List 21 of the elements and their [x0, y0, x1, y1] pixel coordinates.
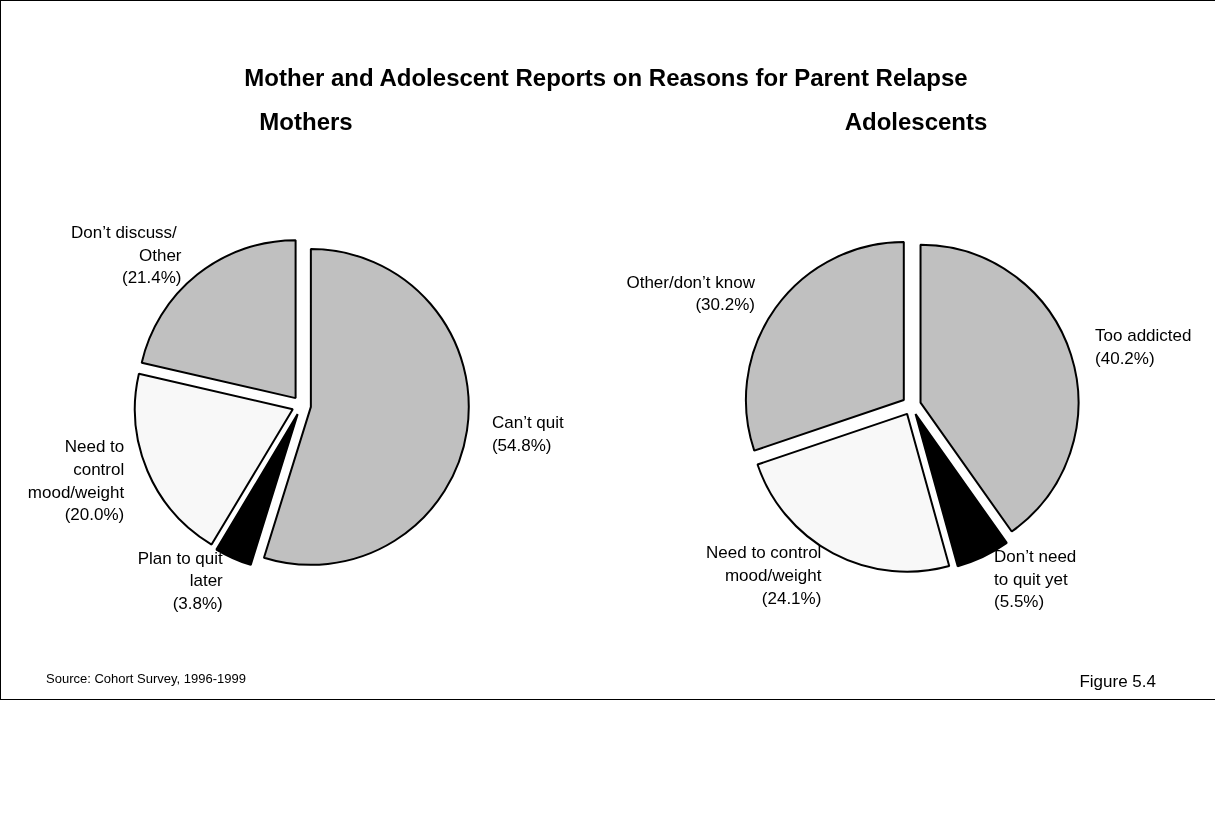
source-note: Source: Cohort Survey, 1996-1999 [46, 669, 246, 688]
slice-label: Don’t discuss/ Other [70, 222, 182, 265]
slice-label: Other/don’t know [626, 272, 756, 292]
caption: Figure 5.4 [1079, 670, 1156, 693]
slice-label: Can’t quit [491, 413, 565, 433]
chart-subtitle: Adolescents [844, 107, 988, 138]
chart-title: Mother and Adolescent Reports on Reasons for Parent Relapse [244, 63, 968, 93]
slice-label: Don’t need to quit yet [994, 546, 1077, 589]
data-label: (20.0%) [64, 505, 125, 524]
data-label: (24.1%) [761, 588, 822, 608]
slice-label: Plan to quit later [137, 548, 224, 591]
data-label: (21.4%) [122, 267, 182, 287]
slice-label: Need to control mood/weight [706, 542, 822, 585]
data-label: (5.5%) [994, 592, 1045, 612]
data-label: (40.2%) [1095, 348, 1155, 368]
data-label: (30.2%) [695, 294, 755, 314]
chart-subtitle: Mothers [259, 107, 353, 138]
slice-label: Too addicted [1095, 325, 1192, 345]
data-label: (54.8%) [491, 435, 552, 455]
data-label: (3.8%) [172, 593, 223, 613]
slice-label: Need to control mood/weight [27, 436, 125, 502]
